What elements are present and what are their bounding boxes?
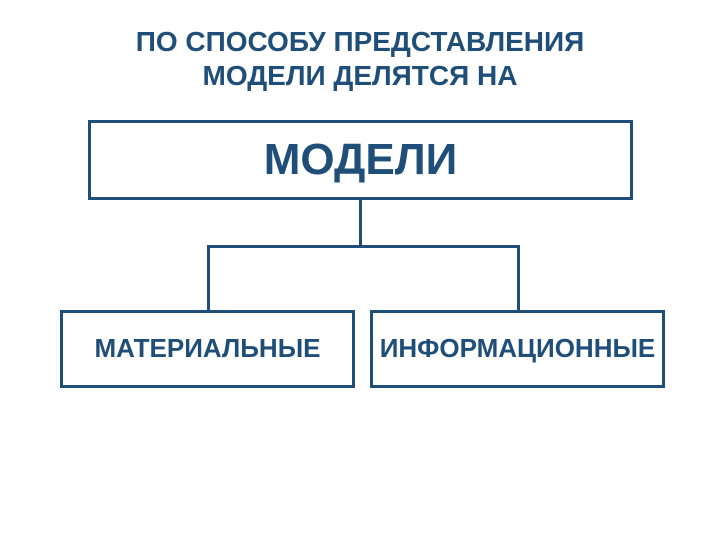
child-node-material: МАТЕРИАЛЬНЫЕ	[60, 310, 355, 388]
connector-vertical-right	[517, 245, 520, 310]
root-node-label: МОДЕЛИ	[264, 135, 458, 185]
child-node-material-label: МАТЕРИАЛЬНЫЕ	[95, 333, 321, 364]
root-node: МОДЕЛИ	[88, 120, 633, 200]
diagram-title: ПО СПОСОБУ ПРЕДСТАВЛЕНИЯ МОДЕЛИ ДЕЛЯТСЯ …	[60, 25, 660, 92]
child-node-information-label: ИНФОРМАЦИОННЫЕ	[380, 333, 656, 364]
title-line-2: МОДЕЛИ ДЕЛЯТСЯ НА	[203, 60, 518, 91]
child-node-information: ИНФОРМАЦИОННЫЕ	[370, 310, 665, 388]
connector-horizontal	[207, 245, 520, 248]
connector-vertical-root	[359, 200, 362, 245]
connector-vertical-left	[207, 245, 210, 310]
title-line-1: ПО СПОСОБУ ПРЕДСТАВЛЕНИЯ	[136, 26, 585, 57]
